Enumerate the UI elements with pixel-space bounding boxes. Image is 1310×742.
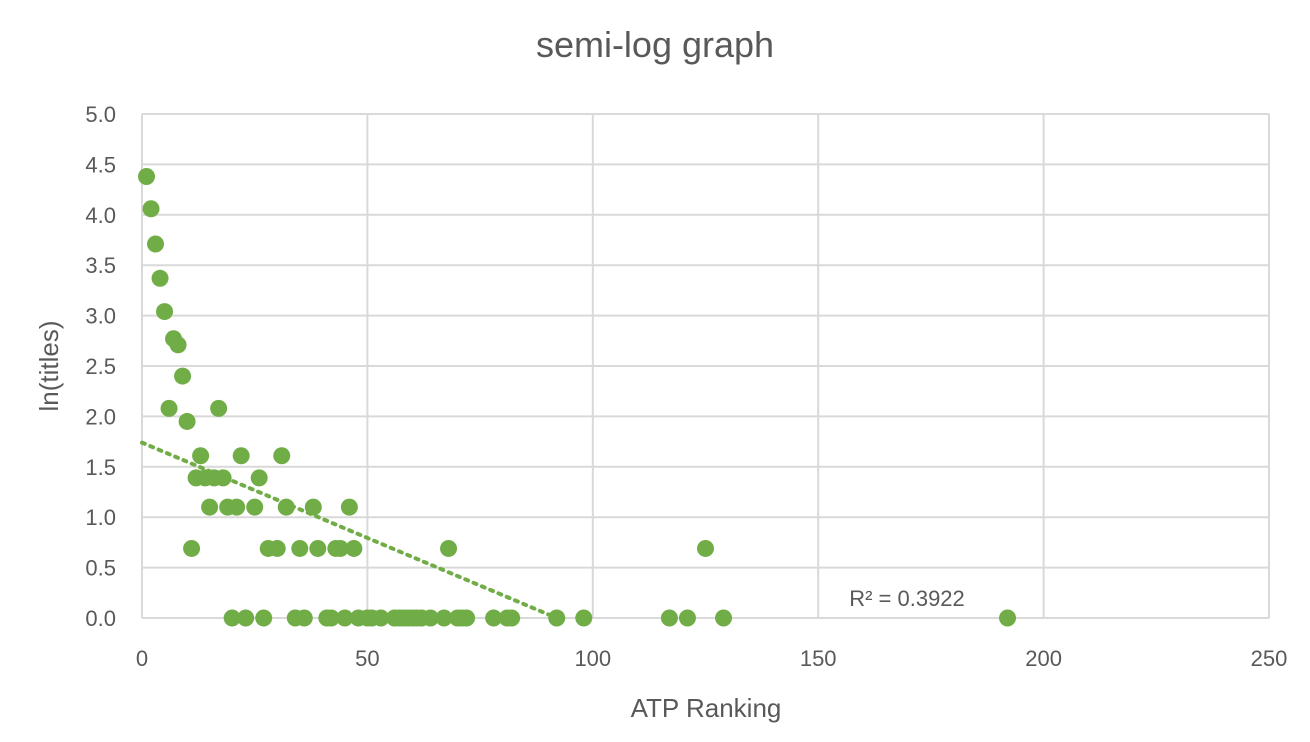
y-tick-label: 1.5 bbox=[85, 455, 116, 480]
data-point bbox=[295, 609, 313, 627]
y-tick-label: 0.5 bbox=[85, 556, 116, 581]
data-point bbox=[250, 469, 268, 487]
x-tick-label: 150 bbox=[800, 646, 837, 671]
data-point bbox=[237, 609, 255, 627]
data-point bbox=[178, 412, 196, 430]
data-point bbox=[440, 539, 458, 557]
x-tick-label: 0 bbox=[136, 646, 148, 671]
data-point bbox=[331, 539, 349, 557]
data-point bbox=[232, 447, 250, 465]
data-point bbox=[268, 539, 286, 557]
data-point bbox=[678, 609, 696, 627]
y-axis-label: ln(titles) bbox=[34, 320, 64, 411]
data-point bbox=[210, 399, 228, 417]
data-point bbox=[458, 609, 476, 627]
linear-trendline bbox=[140, 440, 559, 620]
data-point bbox=[214, 469, 232, 487]
data-point bbox=[336, 609, 354, 627]
x-axis-ticks: 0 50 100 150 200 250 bbox=[136, 646, 1287, 671]
x-axis-label: ATP Ranking bbox=[631, 693, 782, 723]
data-point bbox=[151, 269, 169, 287]
data-point bbox=[548, 609, 566, 627]
y-tick-label: 4.0 bbox=[85, 203, 116, 228]
y-tick-label: 4.5 bbox=[85, 152, 116, 177]
data-point bbox=[147, 235, 165, 253]
data-point bbox=[246, 498, 264, 516]
data-point bbox=[372, 609, 390, 627]
y-tick-label: 2.5 bbox=[85, 354, 116, 379]
trendline-group bbox=[140, 440, 559, 620]
x-tick-label: 200 bbox=[1025, 646, 1062, 671]
r-squared-label: R² = 0.3922 bbox=[849, 586, 965, 611]
y-tick-label: 3.0 bbox=[85, 304, 116, 329]
y-tick-label: 1.0 bbox=[85, 505, 116, 530]
data-point bbox=[503, 609, 521, 627]
data-point bbox=[322, 609, 340, 627]
data-point bbox=[192, 447, 210, 465]
chart-title: semi-log graph bbox=[536, 24, 774, 65]
data-point bbox=[223, 609, 241, 627]
data-point bbox=[228, 498, 246, 516]
data-point bbox=[999, 609, 1017, 627]
y-tick-label: 5.0 bbox=[85, 102, 116, 127]
y-tick-label: 0.0 bbox=[85, 606, 116, 631]
data-point bbox=[345, 539, 363, 557]
data-point bbox=[183, 539, 201, 557]
data-point bbox=[273, 447, 291, 465]
data-point bbox=[201, 498, 219, 516]
data-point bbox=[309, 539, 327, 557]
data-point bbox=[142, 200, 160, 218]
data-point bbox=[169, 336, 187, 354]
data-point bbox=[697, 539, 714, 557]
data-point bbox=[304, 498, 322, 516]
x-tick-label: 250 bbox=[1251, 646, 1288, 671]
data-point bbox=[277, 498, 295, 516]
grid-lines bbox=[141, 113, 1270, 619]
data-point bbox=[138, 167, 156, 185]
data-points bbox=[138, 167, 1017, 627]
y-tick-label: 2.0 bbox=[85, 404, 116, 429]
data-point bbox=[435, 609, 453, 627]
data-point bbox=[160, 399, 178, 417]
data-point bbox=[485, 609, 503, 627]
data-point bbox=[174, 367, 192, 385]
data-point bbox=[715, 609, 733, 627]
data-point bbox=[422, 609, 440, 627]
data-point bbox=[291, 539, 309, 557]
x-tick-label: 50 bbox=[355, 646, 379, 671]
data-point bbox=[255, 609, 273, 627]
data-point bbox=[156, 303, 174, 321]
data-point bbox=[660, 609, 678, 627]
data-point bbox=[340, 498, 358, 516]
data-point bbox=[575, 609, 593, 627]
y-tick-label: 3.5 bbox=[85, 253, 116, 278]
x-tick-label: 100 bbox=[574, 646, 611, 671]
y-axis-ticks: 0.0 0.5 1.0 1.5 2.0 2.5 3.0 3.5 4.0 4.5 5.0 bbox=[85, 102, 116, 631]
